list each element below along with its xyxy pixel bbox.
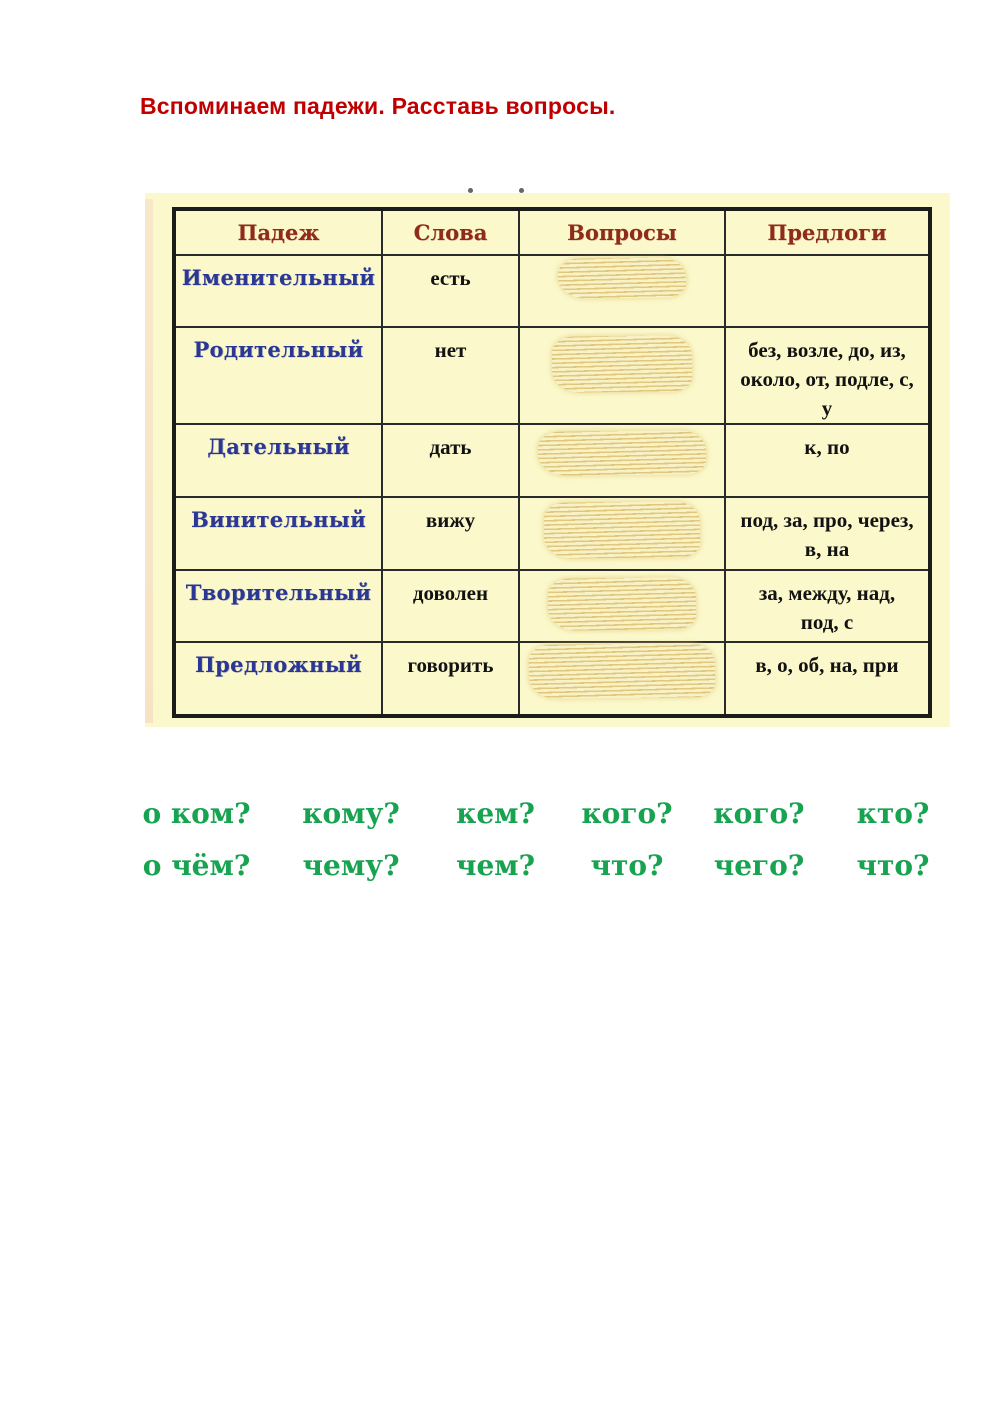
- scan-speck: [468, 188, 473, 193]
- case-name: Дательный: [173, 422, 383, 498]
- page-title: Вспоминаем падежи. Расставь вопросы.: [140, 93, 616, 119]
- questions-cell: [518, 326, 726, 425]
- question-word[interactable]: чему?: [302, 849, 400, 882]
- header-questions: Вопросы: [518, 208, 726, 256]
- question-word[interactable]: кого?: [581, 797, 673, 830]
- prepositions-cell: к, по: [724, 422, 931, 498]
- scribble-blur[interactable]: [557, 257, 687, 299]
- table-row: Предложный говорить в, о, об, на, при: [173, 640, 931, 717]
- question-word[interactable]: что?: [856, 849, 930, 882]
- question-word[interactable]: кем?: [456, 797, 535, 830]
- cases-table-image: Падеж Слова Вопросы Предлоги Именительны…: [145, 193, 950, 727]
- scribble-blur[interactable]: [551, 335, 693, 393]
- case-name: Именительный: [173, 254, 383, 328]
- question-word[interactable]: кого?: [713, 797, 805, 830]
- prepositions-cell: за, между, над, под, с: [724, 568, 931, 643]
- header-case: Падеж: [173, 208, 383, 256]
- prepositions-cell: [724, 254, 931, 328]
- case-word: говорить: [381, 640, 520, 717]
- header-word: Слова: [381, 208, 520, 256]
- case-name: Предложный: [173, 640, 383, 717]
- question-words-row-1: о ком? кому? кем? кого? кого? кто?: [120, 797, 960, 830]
- case-word: дать: [381, 422, 520, 498]
- cases-table: Падеж Слова Вопросы Предлоги Именительны…: [172, 207, 932, 718]
- scribble-blur[interactable]: [547, 577, 697, 631]
- questions-cell: [518, 495, 726, 571]
- case-word: есть: [381, 254, 520, 328]
- question-word[interactable]: чего?: [713, 849, 805, 882]
- prepositions-cell: в, о, об, на, при: [724, 640, 931, 717]
- question-words-row-2: о чём? чему? чем? что? чего? что?: [120, 849, 960, 882]
- case-word: нет: [381, 326, 520, 425]
- question-word[interactable]: о чём?: [142, 849, 251, 882]
- table-row: Именительный есть: [173, 254, 931, 328]
- questions-cell: [518, 568, 726, 643]
- questions-cell: [518, 640, 726, 717]
- question-word[interactable]: что?: [590, 849, 664, 882]
- case-name: Винительный: [173, 495, 383, 571]
- table-row: Творительный доволен за, между, над, под…: [173, 568, 931, 643]
- scribble-blur[interactable]: [537, 430, 707, 476]
- table-row: Дательный дать к, по: [173, 422, 931, 498]
- question-word[interactable]: чем?: [455, 849, 536, 882]
- scan-speck: [519, 188, 524, 193]
- scribble-blur[interactable]: [528, 642, 716, 699]
- case-name: Родительный: [173, 326, 383, 425]
- prepositions-cell: без, возле, до, из, около, от, подле, с,…: [724, 326, 931, 425]
- questions-cell: [518, 422, 726, 498]
- table-header-row: Падеж Слова Вопросы Предлоги: [173, 208, 931, 256]
- questions-cell: [518, 254, 726, 328]
- prepositions-cell: под, за, про, через, в, на: [724, 495, 931, 571]
- case-word: вижу: [381, 495, 520, 571]
- scan-edge-artifact: [145, 199, 153, 723]
- question-word[interactable]: о ком?: [142, 797, 251, 830]
- question-word[interactable]: кто?: [856, 797, 930, 830]
- case-word: доволен: [381, 568, 520, 643]
- scribble-blur[interactable]: [543, 501, 701, 559]
- table-row: Родительный нет без, возле, до, из, окол…: [173, 326, 931, 425]
- table-row: Винительный вижу под, за, про, через, в,…: [173, 495, 931, 571]
- question-word[interactable]: кому?: [302, 797, 400, 830]
- case-name: Творительный: [173, 568, 383, 643]
- header-prepositions: Предлоги: [724, 208, 931, 256]
